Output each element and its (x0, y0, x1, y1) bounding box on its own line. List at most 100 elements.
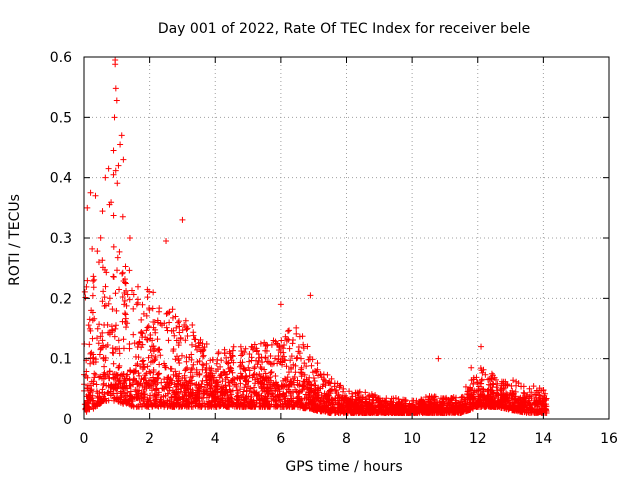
data-point (99, 398, 106, 405)
data-point (93, 381, 100, 388)
data-point (247, 393, 254, 400)
data-point (109, 349, 116, 356)
data-point (520, 394, 527, 401)
data-point (484, 376, 491, 383)
data-point (263, 347, 270, 354)
data-point (435, 355, 442, 362)
data-point (326, 396, 333, 403)
y-tick-label: 0.6 (50, 50, 72, 66)
data-point (175, 375, 182, 382)
data-point (218, 357, 225, 364)
data-point (154, 371, 161, 378)
data-point (303, 363, 310, 370)
data-point (369, 399, 376, 406)
data-point (90, 358, 97, 365)
data-point (90, 380, 97, 387)
data-point (151, 400, 158, 407)
data-point (336, 397, 343, 404)
data-point (176, 359, 183, 366)
data-point (364, 408, 371, 415)
data-point (279, 403, 286, 410)
data-point (114, 254, 121, 261)
data-point (126, 296, 133, 303)
data-point (470, 380, 477, 387)
data-point (112, 61, 119, 68)
data-point (376, 404, 383, 411)
data-point (96, 321, 103, 328)
data-point (86, 316, 93, 323)
data-point (173, 397, 180, 404)
data-point (283, 363, 290, 370)
data-point (122, 311, 129, 318)
data-point (211, 384, 218, 391)
data-point (145, 354, 152, 361)
data-point (112, 290, 119, 297)
data-point (468, 364, 475, 371)
data-point (115, 337, 122, 344)
data-point (308, 362, 315, 369)
data-point (241, 384, 248, 391)
data-point (332, 395, 339, 402)
data-point (325, 399, 332, 406)
data-point (396, 404, 403, 411)
data-point (286, 327, 293, 334)
data-point (155, 389, 162, 396)
data-point (251, 384, 258, 391)
data-point (264, 358, 271, 365)
y-tick-label: 0.4 (50, 171, 72, 187)
data-point (200, 352, 207, 359)
data-point (113, 384, 120, 391)
data-point (253, 345, 260, 352)
data-point (406, 400, 413, 407)
data-point (464, 407, 471, 414)
data-point (478, 377, 485, 384)
data-point (269, 390, 276, 397)
data-point (134, 283, 141, 290)
data-point (491, 395, 498, 402)
data-point (117, 141, 124, 148)
data-point (175, 355, 182, 362)
data-point (123, 398, 130, 405)
data-point (154, 391, 161, 398)
data-point (258, 384, 265, 391)
data-point (207, 376, 214, 383)
data-point (307, 292, 314, 299)
data-point (285, 369, 292, 376)
data-point (505, 405, 512, 412)
data-point (296, 333, 303, 340)
data-point (245, 364, 252, 371)
data-point (100, 375, 107, 382)
data-point (476, 383, 483, 390)
data-point (94, 248, 101, 255)
data-point (144, 324, 151, 331)
data-point (176, 323, 183, 330)
data-point (317, 405, 324, 412)
data-point (291, 373, 298, 380)
data-point (247, 398, 254, 405)
data-point (251, 341, 258, 348)
data-point (348, 402, 355, 409)
data-point (118, 392, 125, 399)
data-point (301, 371, 308, 378)
data-point (101, 302, 108, 309)
data-point (237, 380, 244, 387)
data-point (145, 383, 152, 390)
data-point (267, 352, 274, 359)
data-point (382, 399, 389, 406)
data-point (190, 361, 197, 368)
data-point (438, 406, 445, 413)
data-point (127, 367, 134, 374)
data-point (328, 400, 335, 407)
data-point (303, 394, 310, 401)
data-point (287, 357, 294, 364)
data-point (304, 343, 311, 350)
data-point (101, 363, 108, 370)
data-point (317, 371, 324, 378)
data-point (537, 406, 544, 413)
data-point (372, 409, 379, 416)
data-point (229, 369, 236, 376)
data-point (210, 393, 217, 400)
data-point (126, 396, 133, 403)
data-point (256, 354, 263, 361)
data-point (123, 302, 130, 309)
